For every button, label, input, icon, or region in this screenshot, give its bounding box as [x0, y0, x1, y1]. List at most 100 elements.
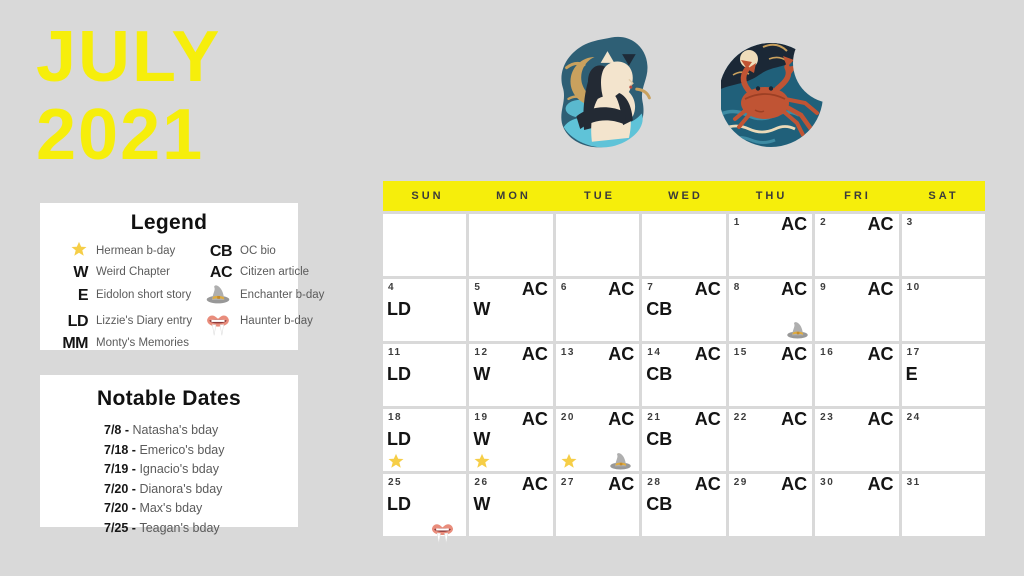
day-number: 8: [733, 282, 741, 293]
calendar-cell-13: 13 AC: [555, 344, 640, 406]
calendar-cell-2: 2 AC: [815, 214, 899, 276]
notable-date-item: 7/25 - Teagan's bday: [104, 519, 298, 539]
notable-date-label: Natasha's bday: [132, 423, 219, 437]
legend-label: Enchanter b-day: [240, 289, 325, 301]
cell-top-row: 8 AC: [732, 280, 809, 298]
legend-symbol: CB: [209, 242, 233, 260]
calendar-cell-21: 21 AC CB: [642, 409, 726, 471]
entry-code-ac: AC: [781, 344, 808, 364]
entry-code-ac: AC: [694, 474, 721, 494]
notable-date-item: 7/20 - Max's bday: [104, 499, 298, 519]
day-number: 28: [647, 477, 662, 488]
calendar-cell-15: 15 AC: [728, 344, 813, 406]
calendar-cell-30: 30 AC: [815, 474, 899, 536]
entry-code-ld: LD: [387, 429, 411, 449]
cell-top-row: 28 AC: [645, 474, 722, 494]
entry-code-ac: AC: [521, 409, 548, 429]
legend-label: Weird Chapter: [96, 266, 170, 278]
wizard-hat-icon: [608, 451, 633, 470]
calendar-cell-5: 5 AC W: [469, 279, 553, 341]
legend-symbol: [198, 283, 232, 308]
entry-code-w: W: [473, 494, 491, 514]
entry-code-ac: AC: [694, 279, 721, 299]
cell-top-row: 29 AC: [732, 474, 809, 494]
legend-label: Monty's Memories: [96, 337, 189, 349]
title-month: JULY: [36, 17, 222, 97]
entry-code-cb: CB: [646, 429, 673, 449]
day-number: 5: [474, 282, 482, 293]
notable-date-label: Emerico's bday: [139, 442, 225, 457]
calendar-cell-23: 23 AC: [815, 409, 899, 471]
entry-code-ac: AC: [867, 474, 894, 494]
entry-code-ac: AC: [867, 214, 894, 234]
calendar-cell-9: 9 AC: [815, 279, 899, 341]
day-number: 7: [647, 282, 655, 293]
cell-top-row: 10: [905, 281, 982, 297]
notable-date-value: 7/20 -: [104, 481, 140, 496]
day-number: 4: [388, 282, 396, 293]
legend-label: Hermean b-day: [96, 244, 176, 257]
cell-icons: [473, 452, 491, 470]
cell-top-row: 19 AC: [472, 409, 549, 429]
cell-top-row: 15 AC: [732, 344, 809, 364]
day-number: 13: [560, 347, 575, 358]
day-header-tue: TUE: [584, 190, 615, 202]
calendar-cell-28: 28 AC CB: [642, 474, 726, 536]
day-number: 22: [733, 412, 748, 423]
calendar-cell-8: 8 AC: [728, 279, 813, 341]
legend-panel: Legend Hermean b-day CB OC bio W Weird Chapt…: [40, 203, 324, 352]
cell-top-row: [386, 216, 463, 232]
day-number: 26: [474, 477, 489, 488]
day-number: 23: [820, 412, 835, 423]
cell-top-row: 30 AC: [818, 474, 895, 494]
calendar-cell-empty: [555, 214, 640, 276]
calendar-cell-26: 26 AC W: [469, 474, 553, 536]
entry-code-ac: AC: [781, 409, 808, 429]
day-number: 10: [906, 282, 921, 293]
legend-title: Legend: [130, 211, 208, 234]
calendar-cell-empty: [469, 214, 553, 276]
vampire-lips-icon: [204, 310, 232, 337]
day-number: 12: [474, 347, 489, 358]
day-number: [559, 216, 561, 217]
legend-symbol: AC: [209, 264, 233, 281]
calendar-cell-10: 10: [901, 279, 985, 341]
calendar-cell-1: 1 AC: [728, 214, 813, 276]
star-icon: [473, 452, 491, 470]
day-number: 11: [388, 347, 402, 358]
calendar-cell-16: 16 AC: [815, 344, 899, 406]
entry-code-ac: AC: [781, 474, 808, 494]
legend-symbol: [52, 240, 88, 262]
day-header-thu: THU: [755, 190, 788, 202]
calendar-cell-31: 31: [901, 474, 985, 536]
cell-top-row: 4: [386, 281, 463, 297]
entry-code-ac: AC: [608, 344, 635, 364]
calendar: SUN MON TUE WED THU FRI SAT 1 AC 2 AC 3 4 LD 5 AC W 6 AC 7…: [383, 181, 985, 536]
notable-date-value: 7/20 -: [104, 501, 140, 515]
legend-symbol: LD: [67, 313, 89, 330]
cancer-crab-illustration: [721, 27, 836, 147]
calendar-cell-22: 22 AC: [728, 409, 813, 471]
day-number: 24: [906, 412, 921, 423]
cell-top-row: 13 AC: [559, 344, 636, 364]
legend-symbol: [198, 310, 232, 333]
entry-code-cb: CB: [646, 494, 673, 514]
wizard-hat-icon: [204, 283, 232, 304]
cell-top-row: 22 AC: [732, 409, 809, 429]
gemini-twins-illustration: [561, 36, 651, 148]
day-header-sun: SUN: [411, 190, 444, 202]
day-number: 30: [820, 477, 835, 488]
day-number: 2: [820, 217, 828, 228]
wizard-hat-icon: [785, 320, 810, 339]
calendar-cell-6: 6 AC: [555, 279, 640, 341]
cell-top-row: 17: [905, 346, 982, 362]
day-number: 31: [906, 477, 921, 488]
notable-date-label: Teagan's bday: [139, 520, 220, 535]
entry-code-cb: CB: [646, 364, 673, 384]
star-icon: [560, 452, 578, 470]
calendar-cell-29: 29 AC: [728, 474, 813, 536]
day-number: 3: [906, 217, 914, 228]
day-number: [472, 216, 474, 217]
cell-top-row: 3: [905, 216, 982, 232]
